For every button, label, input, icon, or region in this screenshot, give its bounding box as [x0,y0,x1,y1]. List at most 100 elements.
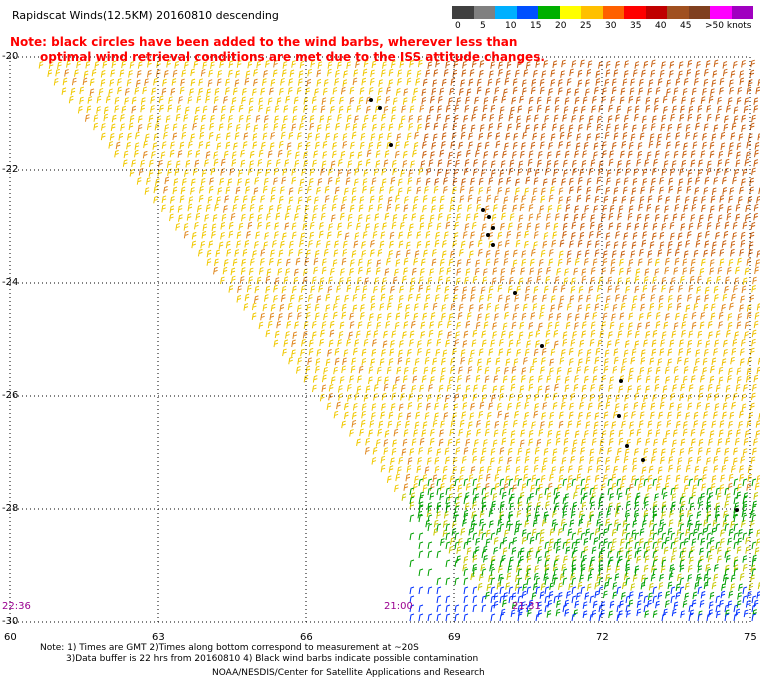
wind-barb [241,213,246,222]
wind-barb [554,96,560,105]
wind-barb [377,87,383,95]
wind-barb [150,150,156,159]
wind-barb [710,303,716,311]
wind-barb [419,104,425,113]
wind-barb [732,338,738,347]
wind-barb [745,546,750,554]
wind-barb [544,564,550,572]
wind-barb [372,446,378,455]
wind-barb [709,545,715,554]
wind-barb [111,114,117,123]
wind-barb [640,349,646,357]
wind-barb [526,555,532,563]
wind-barb [678,284,683,293]
wind-barb [269,87,274,95]
wind-barb [332,142,337,150]
wind-barb [361,77,367,86]
wind-barb [441,78,447,87]
wind-barb [221,213,227,222]
wind-barb [430,95,435,104]
wind-barb [463,586,469,595]
wind-barb [465,438,470,447]
wind-barb [471,221,477,230]
wind-barb [450,302,456,311]
wind-barb [618,385,623,393]
wind-barb [590,276,595,285]
wind-barbs-layer [38,59,760,622]
wind-barb [750,222,756,230]
wind-barb [542,240,548,249]
wind-barb [638,538,644,546]
wind-barb [653,158,658,167]
wind-barb [512,78,518,86]
wind-barb [605,232,611,240]
wind-barb [550,304,555,312]
wind-barb [617,277,622,285]
wind-barb [726,212,732,221]
wind-barb [579,339,584,348]
wind-barb [259,257,265,266]
wind-barb [498,456,504,464]
wind-barb [398,349,403,358]
wind-barb [506,348,512,356]
wind-barb [342,140,347,149]
wind-barb [174,168,180,176]
wind-barb [256,276,262,285]
wind-barb [231,97,237,105]
wind-barb [331,203,337,212]
wind-barb [408,122,413,131]
wind-barb [238,222,244,231]
wind-barb [722,519,728,528]
wind-barb [593,421,599,429]
wind-barb [427,568,433,577]
wind-barb [617,330,623,338]
wind-barb [670,113,675,122]
wind-barb [570,232,576,240]
wind-barb [427,487,433,496]
wind-barb [603,420,609,429]
wind-barb [571,114,576,123]
wind-barb [557,528,563,536]
wind-barb [745,600,751,608]
wind-barb [317,178,323,186]
wind-barb [263,241,268,249]
wind-barb [709,375,715,384]
wind-barb [316,78,322,87]
wind-barb [580,563,586,572]
wind-barb [531,592,537,600]
wind-barb [273,294,278,303]
wind-barb [609,429,615,438]
wind-barb [663,160,669,168]
wind-barb [501,330,506,339]
wind-barb [682,428,688,437]
wind-barb [419,384,424,393]
wind-barb [386,475,392,483]
wind-barb [380,293,386,302]
wind-barb [684,195,690,204]
wind-barb [223,205,228,213]
wind-barb [420,160,426,168]
wind-barb [667,411,672,420]
wind-barb [691,538,697,546]
wind-barb [397,357,403,365]
wind-barb [409,338,414,347]
wind-barb [602,87,607,95]
wind-barb [247,221,253,230]
wind-barb [645,330,650,339]
wind-barb [179,141,185,150]
wind-barb [684,582,690,590]
wind-barb [691,203,697,212]
wind-barb [554,555,560,563]
wind-barb [428,159,434,167]
wind-barb [361,357,367,366]
wind-barb [689,556,694,565]
legend-label: >50 knots [705,21,752,31]
wind-barb [238,114,244,123]
wind-barb [733,168,739,177]
wind-barb [480,563,486,572]
wind-barb [670,555,676,563]
wind-barb [610,266,615,275]
wind-barb [558,420,564,429]
wind-barb [598,577,604,586]
wind-barb [505,187,510,195]
